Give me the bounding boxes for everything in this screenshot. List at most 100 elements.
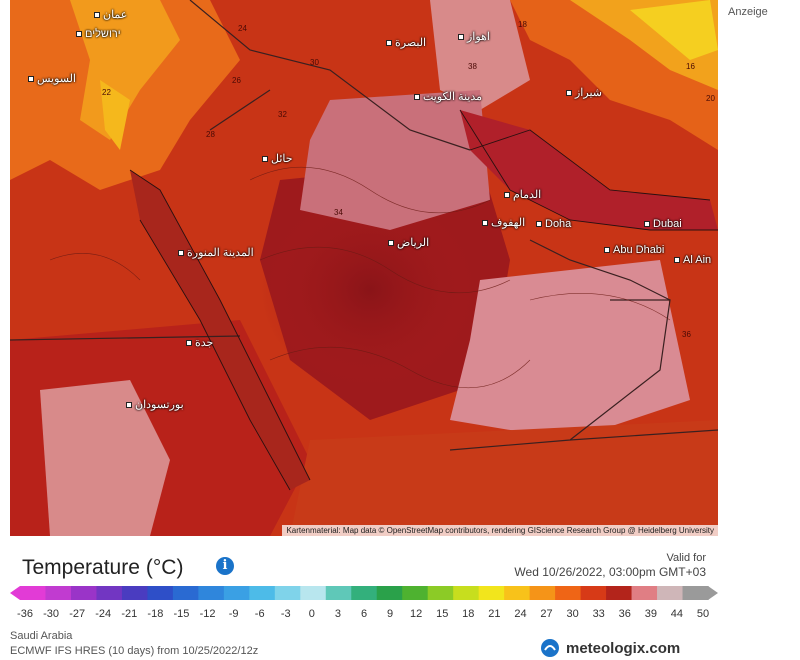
city-label-hofuf[interactable]: الهفوف [482, 216, 525, 229]
scale-swatch [529, 586, 556, 600]
scale-tick-label: -15 [173, 608, 190, 620]
city-label-jeddah[interactable]: جدة [186, 336, 213, 349]
city-label-abu-dhabi[interactable]: Abu Dhabi [604, 244, 664, 256]
scale-swatch [70, 586, 98, 600]
scale-tick-label: 44 [670, 608, 684, 620]
scale-swatch [402, 586, 429, 600]
scale-tick-label: 33 [592, 608, 605, 620]
scale-tick-label: -18 [147, 608, 164, 620]
city-label-port-sudan[interactable]: بورتسودان [126, 398, 184, 411]
isotherm-label: 28 [206, 130, 215, 139]
isotherm-label: 26 [232, 76, 241, 85]
region-label: Saudi Arabia [10, 630, 73, 642]
scale-swatch [376, 586, 403, 600]
scale-swatch [606, 586, 633, 600]
color-scale-bar [10, 586, 718, 600]
isotherm-label: 38 [468, 62, 477, 71]
scale-swatch [657, 586, 684, 600]
scale-swatch [682, 586, 709, 600]
color-scale-ticks: -36 -30 -27 -24 -21 -18 -15 -12 -9 -6 -3 0 3 6 9 12 15 18… [10, 608, 718, 622]
scale-swatch [427, 586, 454, 600]
city-label-ahvaz[interactable]: اهواز [458, 30, 490, 43]
scale-swatch [580, 586, 607, 600]
scale-tick-label: -6 [254, 608, 265, 620]
scale-tick-label: 50 [696, 608, 710, 620]
scale-tick-label: -30 [43, 608, 60, 620]
city-label-suez[interactable]: السويس [28, 72, 76, 85]
scale-tick-label: 36 [618, 608, 631, 620]
scale-tick-label: -3 [280, 608, 291, 620]
map-attribution[interactable]: Kartenmaterial: Map data © OpenStreetMap… [282, 525, 718, 536]
scale-tick-label: -27 [69, 608, 86, 620]
city-label-riyadh[interactable]: الرياض [388, 236, 429, 249]
scale-tick-label: 0 [308, 608, 315, 620]
temperature-map[interactable]: 24 22 26 28 30 32 34 36 38 18 20 16 عمان… [10, 0, 718, 536]
scale-swatch [172, 586, 199, 600]
scale-swatch [223, 586, 250, 600]
scale-tick-label: 39 [644, 608, 657, 620]
scale-swatch [325, 586, 352, 600]
scale-tick-label: 24 [514, 608, 527, 620]
scale-swatch [453, 586, 480, 600]
valid-time: Valid for Wed 10/26/2022, 03:00pm GMT+03 [514, 552, 706, 579]
scale-tick-label: -24 [95, 608, 112, 620]
scale-swatch [300, 586, 327, 600]
city-label-dammam[interactable]: الدمام [504, 188, 541, 201]
city-label-jerusalem[interactable]: ירושלים [76, 28, 121, 40]
temperature-field [10, 0, 718, 536]
scale-tick-label: 21 [488, 608, 501, 620]
city-label-medina[interactable]: المدينة المنورة [178, 246, 254, 259]
city-label-hail[interactable]: حائل [262, 152, 293, 165]
scale-tick-label: -12 [199, 608, 216, 620]
model-label: ECMWF IFS HRES (10 days) from 10/25/2022… [10, 645, 259, 657]
scale-swatch [351, 586, 378, 600]
scale-tick-label: 27 [540, 608, 553, 620]
city-label-al-ain[interactable]: Al Ain [674, 254, 711, 266]
scale-tick-label: 15 [436, 608, 449, 620]
scale-tick-label: 18 [462, 608, 475, 620]
scale-swatch [20, 586, 47, 600]
scale-swatch [45, 586, 72, 600]
meteologix-logo-icon [541, 639, 559, 657]
legend-unit: (°C) [145, 556, 184, 579]
brand-text: meteologix.com [566, 639, 681, 657]
isotherm-label: 36 [682, 330, 691, 339]
scale-swatch [121, 586, 149, 600]
scale-swatch [555, 586, 582, 600]
info-icon[interactable]: i [216, 557, 234, 575]
legend-title: Temperature (°C) [22, 556, 183, 580]
scale-swatch [249, 586, 276, 600]
isotherm-label: 32 [278, 110, 287, 119]
scale-swatch [631, 586, 658, 600]
meteologix-brand[interactable]: meteologix.com [540, 638, 680, 658]
isotherm-label: 22 [102, 88, 111, 97]
city-label-amman[interactable]: عمان [94, 8, 127, 21]
isotherm-label: 34 [334, 208, 343, 217]
scale-tick-label: -36 [17, 608, 33, 620]
scale-swatch [504, 586, 531, 600]
scale-tick-label: 9 [387, 608, 394, 620]
scale-swatch [274, 586, 301, 600]
isotherm-label: 30 [310, 58, 319, 67]
legend-title-text: Temperature [22, 556, 140, 579]
isotherm-label: 20 [706, 94, 715, 103]
scale-swatch [198, 586, 225, 600]
scale-tick-label: -9 [228, 608, 239, 620]
scale-tick-label: 30 [566, 608, 579, 620]
scale-tick-label: 6 [360, 608, 368, 620]
scale-arrow-right [708, 586, 718, 600]
scale-swatch [147, 586, 174, 600]
scale-arrow-left [10, 586, 20, 600]
scale-tick-label: 3 [334, 608, 341, 620]
city-label-basra[interactable]: البصرة [386, 36, 426, 49]
ad-label: Anzeige [728, 6, 768, 18]
isotherm-label: 24 [238, 24, 247, 33]
city-label-dubai[interactable]: Dubai [644, 218, 682, 230]
scale-tick-label: 12 [410, 608, 423, 620]
city-label-shiraz[interactable]: شيراز [566, 86, 602, 99]
city-label-doha[interactable]: Doha [536, 218, 571, 230]
scale-swatch [478, 586, 505, 600]
scale-tick-label: -21 [121, 608, 138, 620]
scale-swatch [96, 586, 123, 600]
city-label-kuwait[interactable]: مدينة الكويت [414, 90, 482, 103]
